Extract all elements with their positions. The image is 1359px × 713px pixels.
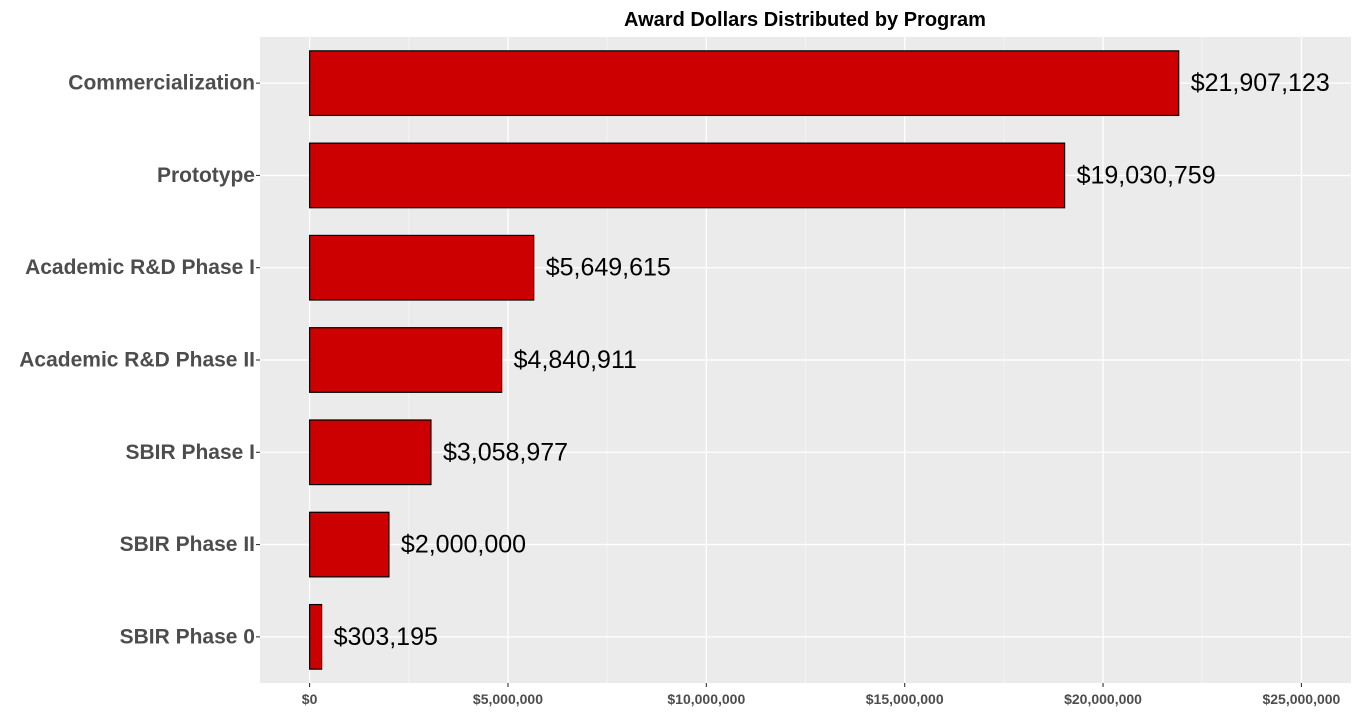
bar xyxy=(308,234,535,301)
data-label: $3,058,977 xyxy=(443,438,568,466)
x-tick-label: $10,000,000 xyxy=(667,691,745,707)
bar xyxy=(308,50,1180,117)
data-label: $19,030,759 xyxy=(1077,161,1216,189)
y-axis: Commercialization Prototype Academic R&D P… xyxy=(19,72,260,648)
x-tick-label: $25,000,000 xyxy=(1262,691,1340,707)
bar xyxy=(308,603,323,670)
category-label: Academic R&D Phase II xyxy=(19,349,255,372)
bar xyxy=(308,142,1066,209)
category-label: Commercialization xyxy=(68,72,255,95)
x-tick-label: $5,000,000 xyxy=(473,691,543,707)
data-label: $2,000,000 xyxy=(401,531,526,559)
category-label: SBIR Phase II xyxy=(120,533,255,556)
data-labels: $21,907,123 $19,030,759 $5,649,615 $4,840,9… xyxy=(334,69,1330,651)
category-label: Prototype xyxy=(157,164,255,187)
category-label: SBIR Phase I xyxy=(125,441,255,464)
chart-title: Award Dollars Distributed by Program xyxy=(624,9,986,31)
data-label: $5,649,615 xyxy=(546,254,671,282)
x-tick-label: $0 xyxy=(302,691,318,707)
data-label: $4,840,911 xyxy=(514,346,637,374)
x-tick-label: $15,000,000 xyxy=(866,691,944,707)
data-label: $303,195 xyxy=(334,623,438,651)
bar xyxy=(308,511,390,578)
bars xyxy=(308,50,1180,670)
data-label: $21,907,123 xyxy=(1191,69,1330,97)
category-label: Academic R&D Phase I xyxy=(25,256,255,279)
category-label: SBIR Phase 0 xyxy=(120,625,255,648)
bar xyxy=(308,327,503,393)
x-tick-label: $20,000,000 xyxy=(1064,691,1142,707)
bar xyxy=(308,419,432,486)
x-axis: $0 $5,000,000 $10,000,000 $15,000,000 $20,00… xyxy=(302,683,1341,707)
